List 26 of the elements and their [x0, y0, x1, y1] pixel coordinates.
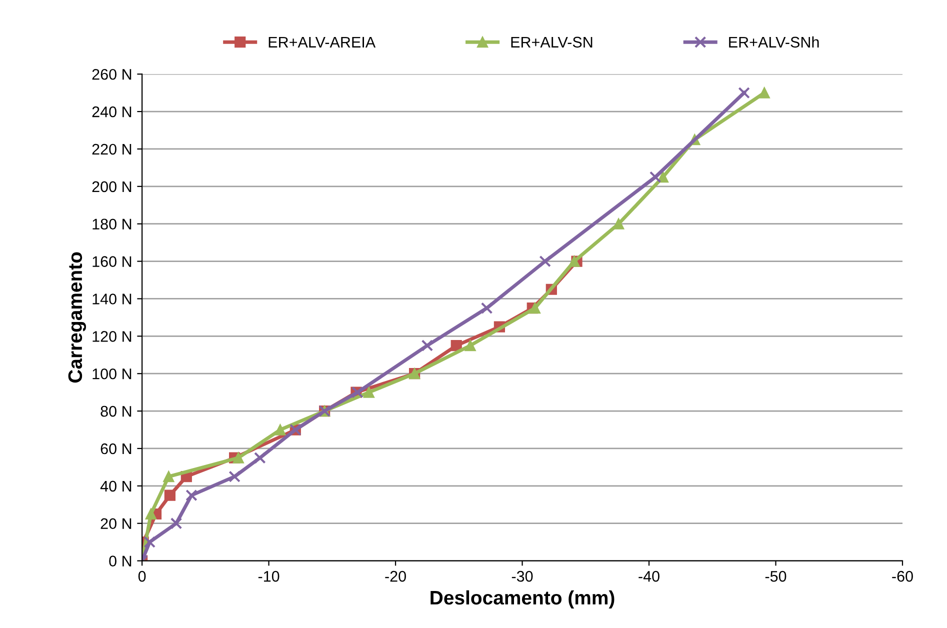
y-tick-label: 140 N [92, 294, 132, 304]
y-tick-label: 80 N [100, 406, 132, 417]
x-tick-label: -10 [258, 570, 280, 582]
legend-label: ER+ALV-AREIA [268, 36, 376, 48]
y-tick-label: 60 N [100, 443, 132, 454]
y-tick-label: 120 N [92, 331, 132, 342]
x-tick-label: -20 [385, 570, 406, 582]
y-tick-label: 260 N [92, 68, 132, 80]
y-tick-label: 180 N [92, 218, 132, 230]
x-tick-label: -40 [638, 570, 660, 582]
x-axis-title: Deslocamento (mm) [430, 590, 614, 608]
x-tick-label: 0 [138, 570, 146, 582]
legend-label: ER+ALV-SNh [729, 36, 819, 48]
y-tick-label: 160 N [92, 256, 132, 267]
y-axis-title: Carregamento [68, 252, 86, 383]
y-tick-label: 200 N [92, 181, 132, 192]
y-tick-label: 0 N [109, 556, 132, 566]
y-tick-label: 220 N [92, 144, 132, 155]
y-tick-label: 240 N [92, 106, 132, 118]
legend-label: ER+ALV-SN [511, 36, 592, 48]
x-tick-label: -60 [892, 570, 913, 582]
x-tick-label: -50 [765, 570, 786, 582]
y-tick-label: 40 N [100, 480, 132, 492]
y-tick-label: 20 N [100, 518, 132, 530]
x-tick-label: -30 [512, 570, 533, 582]
y-tick-label: 100 N [92, 368, 132, 380]
